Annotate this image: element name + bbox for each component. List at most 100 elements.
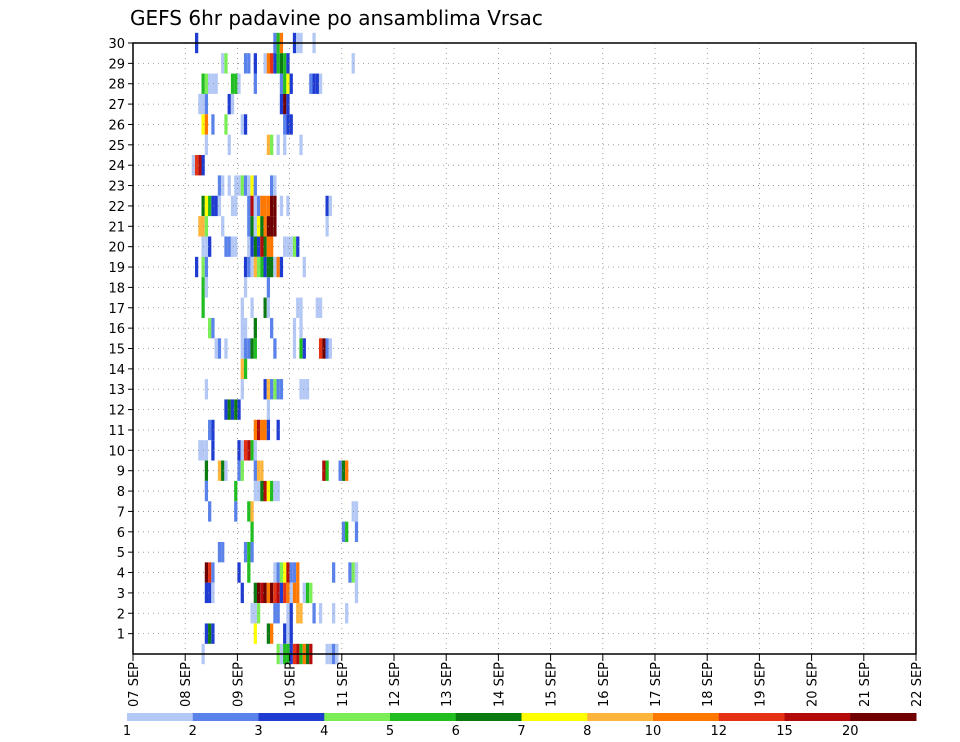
y-tick-label: 5: [117, 546, 125, 561]
heat-cell: [211, 317, 215, 339]
y-tick-label: 22: [108, 200, 125, 215]
heat-cell: [299, 338, 303, 359]
heat-cell: [302, 256, 306, 278]
heat-cell: [345, 603, 349, 624]
heat-cell: [240, 460, 244, 481]
heat-cell: [279, 93, 284, 115]
y-tick-label: 28: [108, 78, 125, 93]
x-tick-label: 11 SEP: [336, 662, 351, 707]
x-tick-label: 18 SEP: [701, 662, 716, 707]
x-tick-label: 22 SEP: [910, 662, 925, 707]
heat-cell: [227, 175, 231, 196]
heat-cell: [253, 216, 257, 237]
heat-cell: [230, 195, 235, 217]
heat-cell: [289, 562, 293, 583]
heat-cell: [263, 216, 267, 237]
colorbar-swatch: [390, 713, 457, 721]
grid-layer: [133, 42, 916, 654]
heat-cell: [221, 175, 225, 196]
heat-cell: [260, 195, 264, 217]
colorbar-label: 2: [189, 724, 197, 739]
heat-cell: [250, 338, 254, 359]
y-tick-label: 30: [108, 37, 125, 52]
heat-cell: [283, 93, 287, 115]
x-tick-label: 13 SEP: [440, 662, 455, 707]
heat-cell: [204, 582, 209, 604]
heat-cell: [230, 236, 235, 257]
heat-cell: [208, 73, 212, 94]
heat-cell: [208, 582, 212, 604]
heat-cell: [270, 480, 274, 502]
x-tick-label: 21 SEP: [858, 662, 873, 707]
colorbar-label: 6: [452, 724, 460, 739]
y-tick-label: 14: [108, 363, 125, 378]
colorbar-label: 12: [710, 724, 727, 739]
heat-cell: [253, 236, 257, 257]
heat-cell: [270, 53, 274, 74]
heat-cell: [204, 480, 209, 502]
y-tick-label: 9: [117, 465, 125, 480]
heat-cell: [243, 338, 248, 359]
heat-cell: [273, 582, 277, 604]
colorbar-label: 7: [517, 724, 525, 739]
heat-cell: [263, 419, 267, 441]
heat-cell: [224, 236, 228, 257]
heat-cell: [283, 114, 287, 135]
heat-cell: [354, 582, 359, 604]
heat-cell: [237, 175, 241, 196]
heat-cell: [296, 562, 300, 583]
colorbar-swatch: [587, 713, 654, 721]
heat-cell: [312, 73, 316, 94]
heat-cell: [224, 114, 228, 135]
heat-cell: [253, 195, 257, 217]
heat-cell: [253, 73, 257, 94]
heat-cell: [299, 379, 303, 400]
heat-cell: [243, 175, 248, 196]
colorbar-swatch: [784, 713, 851, 721]
colorbar-label: 8: [583, 724, 591, 739]
heat-cell: [237, 399, 241, 420]
colorbar-swatch: [718, 713, 785, 721]
heat-cell: [315, 73, 319, 94]
heat-cell: [296, 603, 300, 624]
heat-cell: [253, 480, 257, 502]
heat-cell: [243, 541, 248, 563]
heat-cell: [250, 175, 254, 196]
heat-cell: [273, 562, 277, 583]
heat-cell: [224, 53, 228, 74]
heat-cell: [250, 541, 254, 563]
heat-cell: [214, 195, 218, 217]
heat-cell: [289, 73, 293, 94]
x-tick-label: 08 SEP: [179, 662, 194, 707]
y-tick-label: 6: [117, 526, 125, 541]
heat-cell: [208, 562, 212, 583]
heat-cell: [292, 338, 297, 359]
heat-cell: [338, 460, 342, 481]
heat-cell: [243, 358, 248, 380]
heat-cell: [250, 440, 254, 461]
heat-cell: [250, 297, 254, 318]
heat-cell: [325, 195, 329, 217]
colorbar-label: 5: [386, 724, 394, 739]
heat-cell: [230, 73, 235, 94]
heat-cell: [273, 195, 277, 217]
heat-cell: [211, 195, 215, 217]
heat-cell: [263, 236, 267, 257]
heat-cell: [286, 623, 290, 644]
heat-cell: [270, 134, 274, 156]
heat-cell: [348, 562, 352, 583]
heat-cell: [283, 236, 287, 257]
heat-cell: [237, 460, 241, 481]
x-tick-label: 20 SEP: [806, 662, 821, 707]
colorbar-label: 3: [254, 724, 262, 739]
heat-cell: [198, 93, 202, 115]
heat-cell: [286, 93, 290, 115]
colorbar-swatch: [127, 713, 194, 721]
chart-title: GEFS 6hr padavine po ansamblima Vrsac: [130, 6, 543, 30]
heat-cell: [234, 236, 238, 257]
heat-cell: [283, 134, 287, 156]
heat-cell: [240, 358, 244, 380]
heat-cell: [237, 440, 241, 461]
heat-cell: [240, 317, 244, 339]
heat-cell: [250, 216, 254, 237]
